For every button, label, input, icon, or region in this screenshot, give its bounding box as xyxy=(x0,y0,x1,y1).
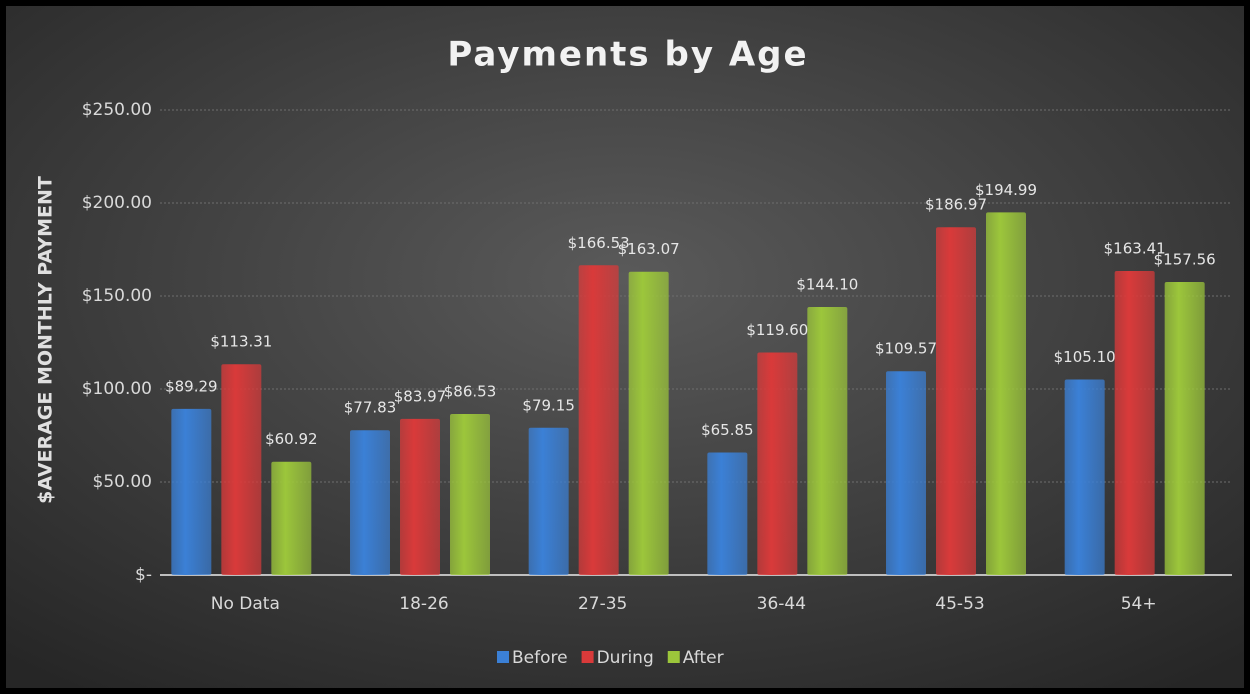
legend-label: During xyxy=(597,648,654,668)
y-axis-label: $AVERAGE MONTHLY PAYMENT xyxy=(35,176,57,504)
bar xyxy=(628,271,669,575)
y-tick-label: $200.00 xyxy=(82,193,152,213)
x-tick-label: 27-35 xyxy=(578,594,627,614)
value-label: $119.60 xyxy=(746,321,808,339)
value-label: $79.15 xyxy=(522,396,575,414)
bar xyxy=(350,430,390,575)
x-tick-label: 36-44 xyxy=(757,594,806,614)
value-label: $86.53 xyxy=(444,383,497,401)
bar xyxy=(450,414,490,575)
value-label: $109.57 xyxy=(875,340,937,358)
legend-swatch xyxy=(667,651,680,663)
x-tick-label: 54+ xyxy=(1121,594,1157,614)
value-label: $144.10 xyxy=(796,275,858,293)
bar xyxy=(400,418,440,575)
y-tick-label: $100.00 xyxy=(82,379,152,399)
value-label: $77.83 xyxy=(344,399,397,417)
value-label: $89.29 xyxy=(165,377,218,395)
x-tick-label: 18-26 xyxy=(399,594,448,614)
value-label: $194.99 xyxy=(975,181,1037,199)
bar xyxy=(757,352,798,575)
value-label: $65.85 xyxy=(701,421,754,439)
bar xyxy=(707,452,748,575)
value-label: $163.07 xyxy=(618,240,680,258)
y-tick-label: $150.00 xyxy=(82,286,152,306)
value-label: $157.56 xyxy=(1154,250,1216,268)
value-label: $113.31 xyxy=(210,333,272,351)
value-label: $60.92 xyxy=(265,430,318,448)
bar xyxy=(1114,271,1155,575)
legend-swatch xyxy=(581,651,594,663)
bar xyxy=(528,427,569,575)
chart-background xyxy=(6,6,1244,688)
bar xyxy=(886,371,926,575)
bar xyxy=(807,306,848,575)
bar xyxy=(578,265,619,575)
bar xyxy=(271,461,312,575)
legend-label: After xyxy=(683,648,724,668)
y-tick-label: $50.00 xyxy=(93,472,152,492)
bar xyxy=(986,212,1026,575)
bar xyxy=(936,227,976,576)
bar xyxy=(1064,379,1105,575)
value-label: $105.10 xyxy=(1054,348,1116,366)
bar xyxy=(221,364,262,575)
value-label: $83.97 xyxy=(394,387,447,405)
legend-swatch xyxy=(497,651,509,663)
y-tick-label: $250.00 xyxy=(82,100,152,120)
y-tick-label: $- xyxy=(135,565,152,585)
value-label: $166.53 xyxy=(568,234,630,252)
chart-title: Payments by Age xyxy=(447,35,808,75)
bar xyxy=(171,408,212,575)
x-tick-label: 45-53 xyxy=(935,594,984,614)
bar xyxy=(1164,281,1205,575)
value-label: $186.97 xyxy=(925,196,987,214)
legend-label: Before xyxy=(512,648,568,668)
value-label: $163.41 xyxy=(1104,240,1166,258)
x-tick-label: No Data xyxy=(211,594,280,614)
